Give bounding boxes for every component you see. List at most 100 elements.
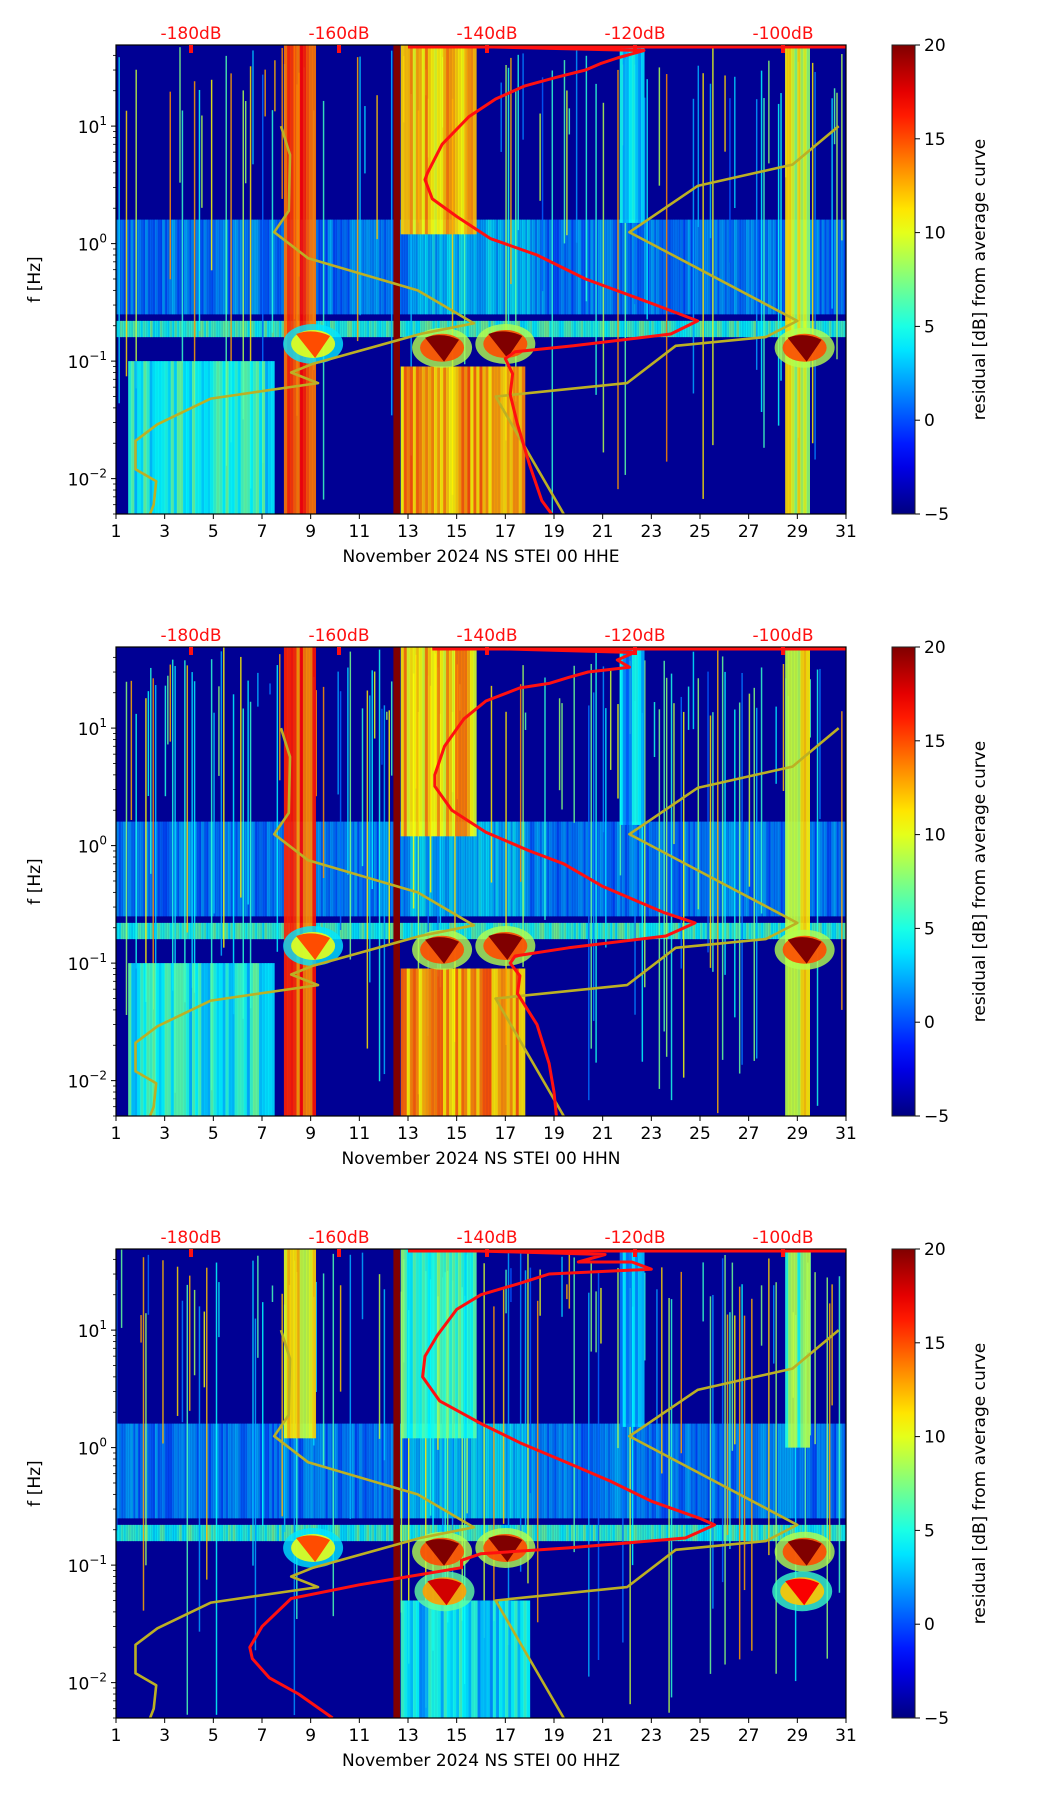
heatmap-band xyxy=(228,361,233,514)
heatmap-cell xyxy=(802,1423,806,1519)
heatmap-cell xyxy=(551,821,555,917)
heatmap-cell xyxy=(622,320,626,338)
heatmap-cell xyxy=(347,1423,351,1519)
heatmap-cell xyxy=(755,1423,759,1519)
heatmap-cell xyxy=(191,219,195,315)
heatmap-cell xyxy=(179,821,183,917)
heatmap-cell xyxy=(237,219,241,315)
heatmap-band xyxy=(503,366,508,514)
heatmap-cell xyxy=(150,922,154,940)
heatmap-cell xyxy=(760,922,764,940)
heatmap-cell xyxy=(344,219,348,315)
heatmap-cell xyxy=(644,1423,648,1519)
heatmap-band xyxy=(207,963,211,1116)
heatmap-band xyxy=(419,1600,423,1718)
heatmap-cell xyxy=(600,1524,604,1542)
heatmap-band xyxy=(788,45,792,514)
heatmap-cell xyxy=(264,320,268,338)
heatmap-cell xyxy=(690,1524,694,1542)
heatmap-cell xyxy=(383,1524,387,1542)
heatmap-cell xyxy=(203,821,207,917)
heatmap-cell xyxy=(371,320,375,338)
heatmap-cell xyxy=(164,219,168,315)
heatmap-band xyxy=(498,1600,503,1718)
heatmap-cell xyxy=(656,1423,660,1519)
heatmap-cell xyxy=(269,1423,273,1519)
heatmap-cell xyxy=(186,219,190,315)
heatmap-cell xyxy=(279,821,283,917)
db-tick-label: -100dB xyxy=(752,24,813,44)
heatmap-cell xyxy=(607,219,611,315)
heatmap-cell xyxy=(383,1423,387,1519)
heatmap-cell xyxy=(751,1423,755,1519)
heatmap-cell xyxy=(376,1524,380,1542)
heatmap-cell xyxy=(738,922,742,940)
heatmap-cell xyxy=(196,219,200,315)
heatmap-cell xyxy=(381,821,385,917)
heatmap-cell xyxy=(125,1423,129,1519)
heatmap-blob xyxy=(774,929,835,970)
heatmap-cell xyxy=(220,922,224,940)
heatmap-band xyxy=(452,968,456,1116)
heatmap-cell xyxy=(668,320,672,338)
heatmap-band xyxy=(403,366,408,514)
heatmap-cell xyxy=(235,1423,239,1519)
heatmap-cell xyxy=(758,1423,762,1519)
heatmap-cell xyxy=(595,922,599,940)
heatmap-cell xyxy=(573,219,577,315)
heatmap-cell xyxy=(665,922,669,940)
heatmap-cell xyxy=(658,219,662,315)
heatmap-band xyxy=(455,366,459,514)
heatmap-cell xyxy=(775,1282,777,1674)
x-tick-label: 1 xyxy=(111,1124,122,1144)
heatmap-band xyxy=(464,968,468,1116)
heatmap-cell xyxy=(551,1423,555,1519)
heatmap-cell xyxy=(826,1524,830,1542)
heatmap-cell xyxy=(665,320,669,338)
heatmap-cell xyxy=(118,320,122,338)
heatmap-cell xyxy=(269,320,273,338)
heatmap-band xyxy=(637,1249,642,1427)
heatmap-cell xyxy=(777,1423,781,1519)
heatmap-cell xyxy=(673,703,675,845)
heatmap-cell xyxy=(125,821,129,917)
heatmap-cell xyxy=(682,711,685,1078)
heatmap-band xyxy=(505,1600,509,1718)
heatmap-cell xyxy=(454,219,458,315)
heatmap-cell xyxy=(262,821,266,917)
heatmap-cell xyxy=(420,1423,424,1519)
heatmap-band xyxy=(791,647,795,1116)
heatmap-cell xyxy=(751,922,755,940)
heatmap-cell xyxy=(247,1423,251,1519)
heatmap-cell xyxy=(614,219,618,315)
heatmap-cell xyxy=(249,821,253,917)
heatmap-cell xyxy=(242,1524,246,1542)
heatmap-cell xyxy=(544,1524,548,1542)
heatmap-cell xyxy=(451,1524,455,1542)
heatmap-cell xyxy=(259,320,263,338)
heatmap-band xyxy=(497,968,502,1116)
heatmap-cell xyxy=(836,922,840,940)
heatmap-band xyxy=(415,45,420,235)
heatmap-band xyxy=(464,647,468,837)
heatmap-band xyxy=(465,1600,469,1718)
heatmap-cell xyxy=(159,1423,163,1519)
heatmap-cell xyxy=(361,1423,365,1519)
heatmap-cell xyxy=(768,1258,770,1556)
heatmap-cell xyxy=(456,821,460,917)
heatmap-cell xyxy=(174,922,178,940)
heatmap-cell xyxy=(210,219,214,315)
heatmap-band xyxy=(416,1600,420,1718)
heatmap-cell xyxy=(485,1423,489,1519)
heatmap-cell xyxy=(697,219,701,315)
heatmap-cell xyxy=(140,922,144,940)
heatmap-cell xyxy=(193,1423,197,1519)
heatmap-cell xyxy=(171,659,174,991)
heatmap-cell xyxy=(476,922,480,940)
db-tick-mark xyxy=(189,45,193,53)
heatmap-band xyxy=(283,45,288,514)
heatmap-band xyxy=(640,1249,645,1427)
heatmap-cell xyxy=(471,821,475,917)
heatmap-band xyxy=(479,366,483,514)
heatmap-band xyxy=(290,45,294,514)
